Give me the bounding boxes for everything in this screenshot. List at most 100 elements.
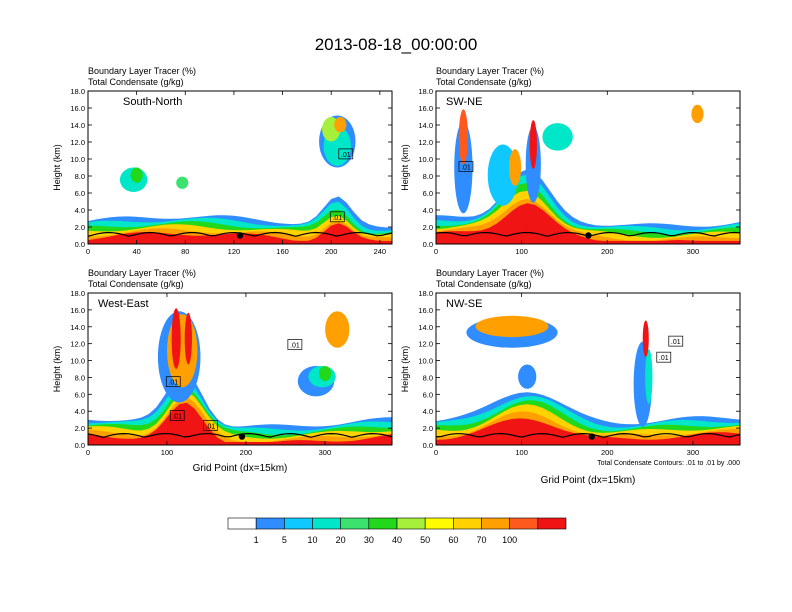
contour-label: .01 (332, 215, 342, 222)
y-tick-label: 16.0 (70, 306, 85, 315)
y-tick-label: 0.0 (75, 240, 85, 249)
tracer-plume (518, 364, 537, 389)
panel-header-condensate: Total Condensate (g/kg) (436, 279, 532, 289)
tracer-plume (130, 167, 143, 183)
surface-dot (238, 433, 246, 440)
colorbar-tick-label: 30 (364, 535, 374, 545)
y-tick-label: 16.0 (418, 104, 433, 113)
panel-header-tracer: Boundary Layer Tracer (%) (88, 66, 196, 76)
figure-title: 2013-08-18_00:00:00 (315, 35, 478, 54)
plot-frame (87, 90, 393, 245)
y-tick-label: 0.0 (423, 240, 433, 249)
y-tick-label: 18.0 (418, 289, 433, 298)
colorbar-tick-label: 1 (254, 535, 259, 545)
y-tick-label: 12.0 (70, 138, 85, 147)
colorbar-swatch (340, 517, 370, 530)
y-tick-label: 2.0 (75, 223, 85, 232)
contour-label: .01 (172, 413, 182, 420)
y-tick-label: 10.0 (70, 357, 85, 366)
contour-label-box (287, 339, 303, 350)
contour-label-box (203, 420, 218, 431)
contour-label: .01 (206, 424, 216, 431)
x-tick-label: 0 (434, 448, 438, 457)
panel-title: West-East (98, 298, 149, 310)
panel-header-condensate: Total Condensate (g/kg) (88, 77, 184, 87)
plot-frame (87, 292, 393, 446)
x-tick-label: 300 (687, 448, 700, 457)
tracer-plume (454, 121, 473, 214)
x-tick-label: 0 (86, 247, 90, 256)
x-tick-label: 200 (325, 247, 338, 256)
tracer-plume (542, 123, 573, 151)
y-axis-label: Height (km) (400, 144, 410, 191)
colorbar-swatch (312, 517, 341, 530)
y-tick-label: 6.0 (75, 189, 85, 198)
x-tick-label: 120 (228, 247, 241, 256)
colorbar-swatch (368, 517, 398, 530)
colorbar-tick-label: 40 (392, 535, 402, 545)
contour-label: .01 (168, 380, 178, 387)
contour-label-box (329, 211, 345, 223)
colorbar-swatch (481, 517, 510, 530)
y-tick-label: 4.0 (423, 206, 433, 215)
panel-sw-ne: SW-NE Boundary Layer Tracer (%)Total Cond… (400, 66, 741, 256)
x-tick-label: 200 (240, 448, 253, 457)
y-axis-label: Height (km) (52, 346, 62, 393)
y-axis-label: Height (km) (400, 346, 410, 393)
y-tick-label: 4.0 (75, 206, 85, 215)
colorbar-tick-label: 10 (307, 535, 317, 545)
tracer-plume (319, 365, 332, 382)
panel-header-condensate: Total Condensate (g/kg) (436, 77, 532, 87)
tracer-band (436, 203, 740, 244)
colorbar-swatch (396, 517, 426, 530)
terrain-line (436, 432, 740, 438)
x-tick-label: 300 (319, 448, 332, 457)
x-tick-label: 200 (601, 247, 614, 256)
y-tick-label: 12.0 (418, 138, 433, 147)
y-tick-label: 2.0 (423, 223, 433, 232)
colorbar-swatch (255, 517, 285, 530)
y-tick-label: 6.0 (75, 390, 85, 399)
tracer-plume (508, 149, 522, 186)
tracer-band (88, 402, 392, 445)
y-tick-label: 14.0 (70, 323, 85, 332)
contour-label-box (169, 410, 185, 421)
tracer-band (436, 418, 740, 445)
y-tick-label: 8.0 (75, 172, 85, 181)
y-tick-label: 0.0 (75, 441, 85, 450)
y-tick-label: 18.0 (70, 289, 85, 298)
y-tick-label: 14.0 (418, 323, 433, 332)
y-tick-label: 0.0 (423, 441, 433, 450)
contour-label: .01 (341, 152, 351, 159)
tracer-plume (475, 315, 549, 338)
contour-label: .01 (671, 339, 681, 346)
contour-label-box (458, 161, 474, 172)
panel-title: SW-NE (446, 96, 482, 108)
x-tick-label: 240 (374, 247, 387, 256)
tracer-plume (529, 120, 537, 170)
y-tick-label: 6.0 (423, 390, 433, 399)
y-tick-label: 10.0 (418, 155, 433, 164)
tracer-plume (167, 314, 198, 388)
colorbar-tick-label: 50 (420, 535, 430, 545)
contour-footnote: Total Condensate Contours: .01 to .01 by… (597, 460, 740, 467)
y-tick-label: 8.0 (423, 373, 433, 382)
colorbar-tick-label: 5 (282, 535, 287, 545)
colorbar-tick-label: 60 (448, 535, 458, 545)
y-tick-label: 8.0 (75, 373, 85, 382)
y-tick-label: 10.0 (418, 357, 433, 366)
x-axis-label: Grid Point (dx=15km) (193, 463, 288, 474)
surface-dot (588, 433, 596, 440)
y-tick-label: 12.0 (418, 340, 433, 349)
contour-label: .01 (290, 343, 300, 350)
contour-label-box (338, 148, 354, 160)
y-tick-label: 12.0 (70, 340, 85, 349)
colorbar-swatch (509, 517, 539, 530)
y-tick-label: 4.0 (75, 407, 85, 416)
tracer-plume (334, 117, 347, 133)
colorbar-swatch (284, 517, 313, 530)
x-tick-label: 200 (601, 448, 614, 457)
tracer-plume (325, 311, 350, 348)
y-tick-label: 6.0 (423, 189, 433, 198)
x-tick-label: 100 (515, 247, 528, 256)
